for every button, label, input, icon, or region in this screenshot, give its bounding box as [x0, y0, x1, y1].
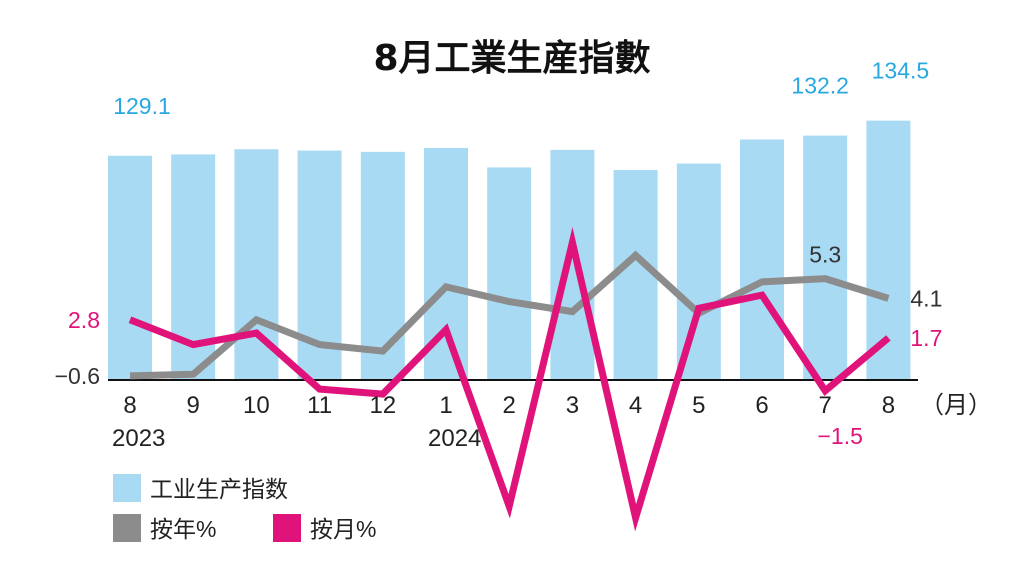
bar: [550, 149, 595, 380]
mom-line: [128, 226, 891, 532]
bar: [487, 167, 532, 380]
data-label: 5.3: [809, 242, 841, 268]
legend-label-index: 工业生产指数: [150, 476, 288, 502]
chart-title: 8月工業生産指數: [373, 38, 650, 79]
data-label: 4.1: [910, 285, 942, 311]
legend-label-mom: 按月%: [310, 516, 376, 542]
x-tick-label: 5: [692, 392, 705, 419]
x-tick-label: 10: [243, 392, 270, 419]
x-year-label: 2024: [428, 425, 481, 452]
x-tick-label: 2: [503, 392, 516, 419]
x-axis-unit: （月）: [920, 392, 992, 419]
x-tick-label: 12: [369, 392, 396, 419]
x-year-label: 2023: [112, 425, 165, 452]
x-tick-label: 8: [882, 392, 895, 419]
x-tick-label: 8: [123, 392, 136, 419]
line-series-group: [128, 226, 891, 532]
data-label: 1.7: [910, 325, 942, 351]
x-tick-label: 4: [629, 392, 642, 419]
x-tick-label: 1: [439, 392, 452, 419]
legend-swatch-mom: [273, 514, 301, 542]
bar: [108, 155, 152, 380]
legend-swatch-index: [113, 474, 141, 502]
x-tick-label: 3: [566, 392, 579, 419]
bar: [866, 120, 911, 381]
bar: [360, 151, 405, 380]
bar: [740, 139, 784, 380]
data-label: 134.5: [872, 58, 930, 84]
x-tick-label: 6: [755, 392, 768, 419]
bar: [676, 163, 721, 380]
x-tick-label: 9: [187, 392, 200, 419]
data-label: 132.2: [791, 73, 849, 99]
x-tick-label: 7: [819, 392, 832, 419]
data-label: −1.5: [817, 423, 862, 449]
data-labels: 129.1 132.2 134.5 −0.6 5.3 4.1 2.8 −1.5 1.7: [55, 58, 943, 449]
bar: [803, 135, 848, 380]
data-label: −0.6: [55, 363, 100, 389]
yoy-line: [129, 250, 890, 380]
legend-swatch-yoy: [113, 514, 141, 542]
x-tick-label: 11: [307, 392, 332, 419]
legend: 工业生产指数 按年% 按月%: [113, 474, 376, 542]
legend-label-yoy: 按年%: [150, 516, 216, 542]
data-label: 2.8: [68, 307, 100, 333]
data-label: 129.1: [113, 93, 171, 119]
bar-series: [108, 120, 911, 381]
bar: [613, 170, 658, 380]
